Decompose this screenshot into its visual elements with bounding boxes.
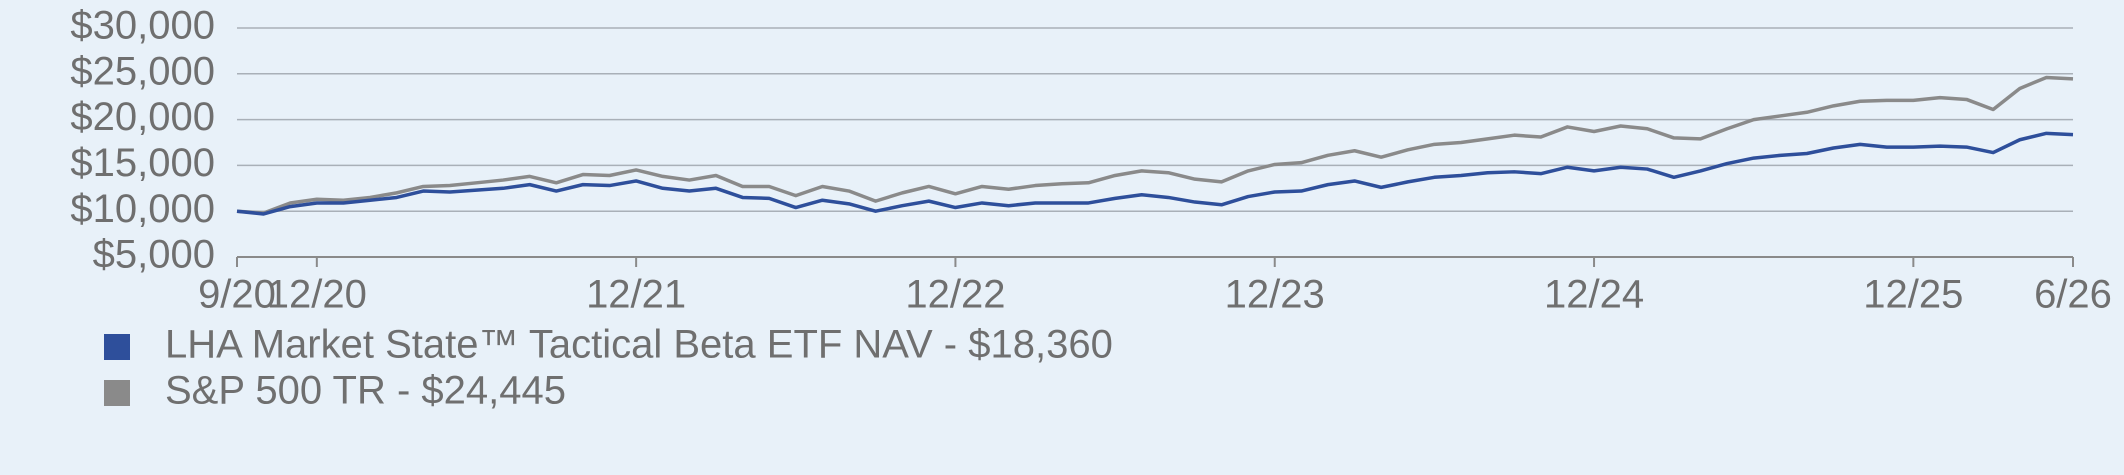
series-line — [236, 131, 2074, 216]
x-tick-label: 9/20 — [198, 273, 276, 317]
y-tick-label: $5,000 — [93, 233, 215, 277]
series-line — [236, 75, 2074, 215]
y-tick-label: $25,000 — [70, 49, 215, 93]
x-tick-label: 12/20 — [267, 273, 367, 317]
x-tick-label: 12/22 — [905, 273, 1005, 317]
y-tick-label: $20,000 — [70, 95, 215, 139]
y-tick-label: $30,000 — [70, 4, 215, 48]
x-tick-label: 12/25 — [1863, 273, 1963, 317]
legend-label: LHA Market State™ Tactical Beta ETF NAV … — [165, 323, 1113, 367]
legend-swatch — [104, 380, 130, 406]
y-tick-label: $10,000 — [70, 187, 215, 231]
x-tick-label: 12/24 — [1544, 273, 1644, 317]
y-tick-label: $15,000 — [70, 141, 215, 185]
x-tick-label: 6/26 — [2034, 273, 2112, 317]
x-tick-label: 12/23 — [1225, 273, 1325, 317]
legend-swatch — [104, 334, 130, 360]
x-tick-label: 12/21 — [586, 273, 686, 317]
legend-label: S&P 500 TR - $24,445 — [165, 369, 566, 413]
